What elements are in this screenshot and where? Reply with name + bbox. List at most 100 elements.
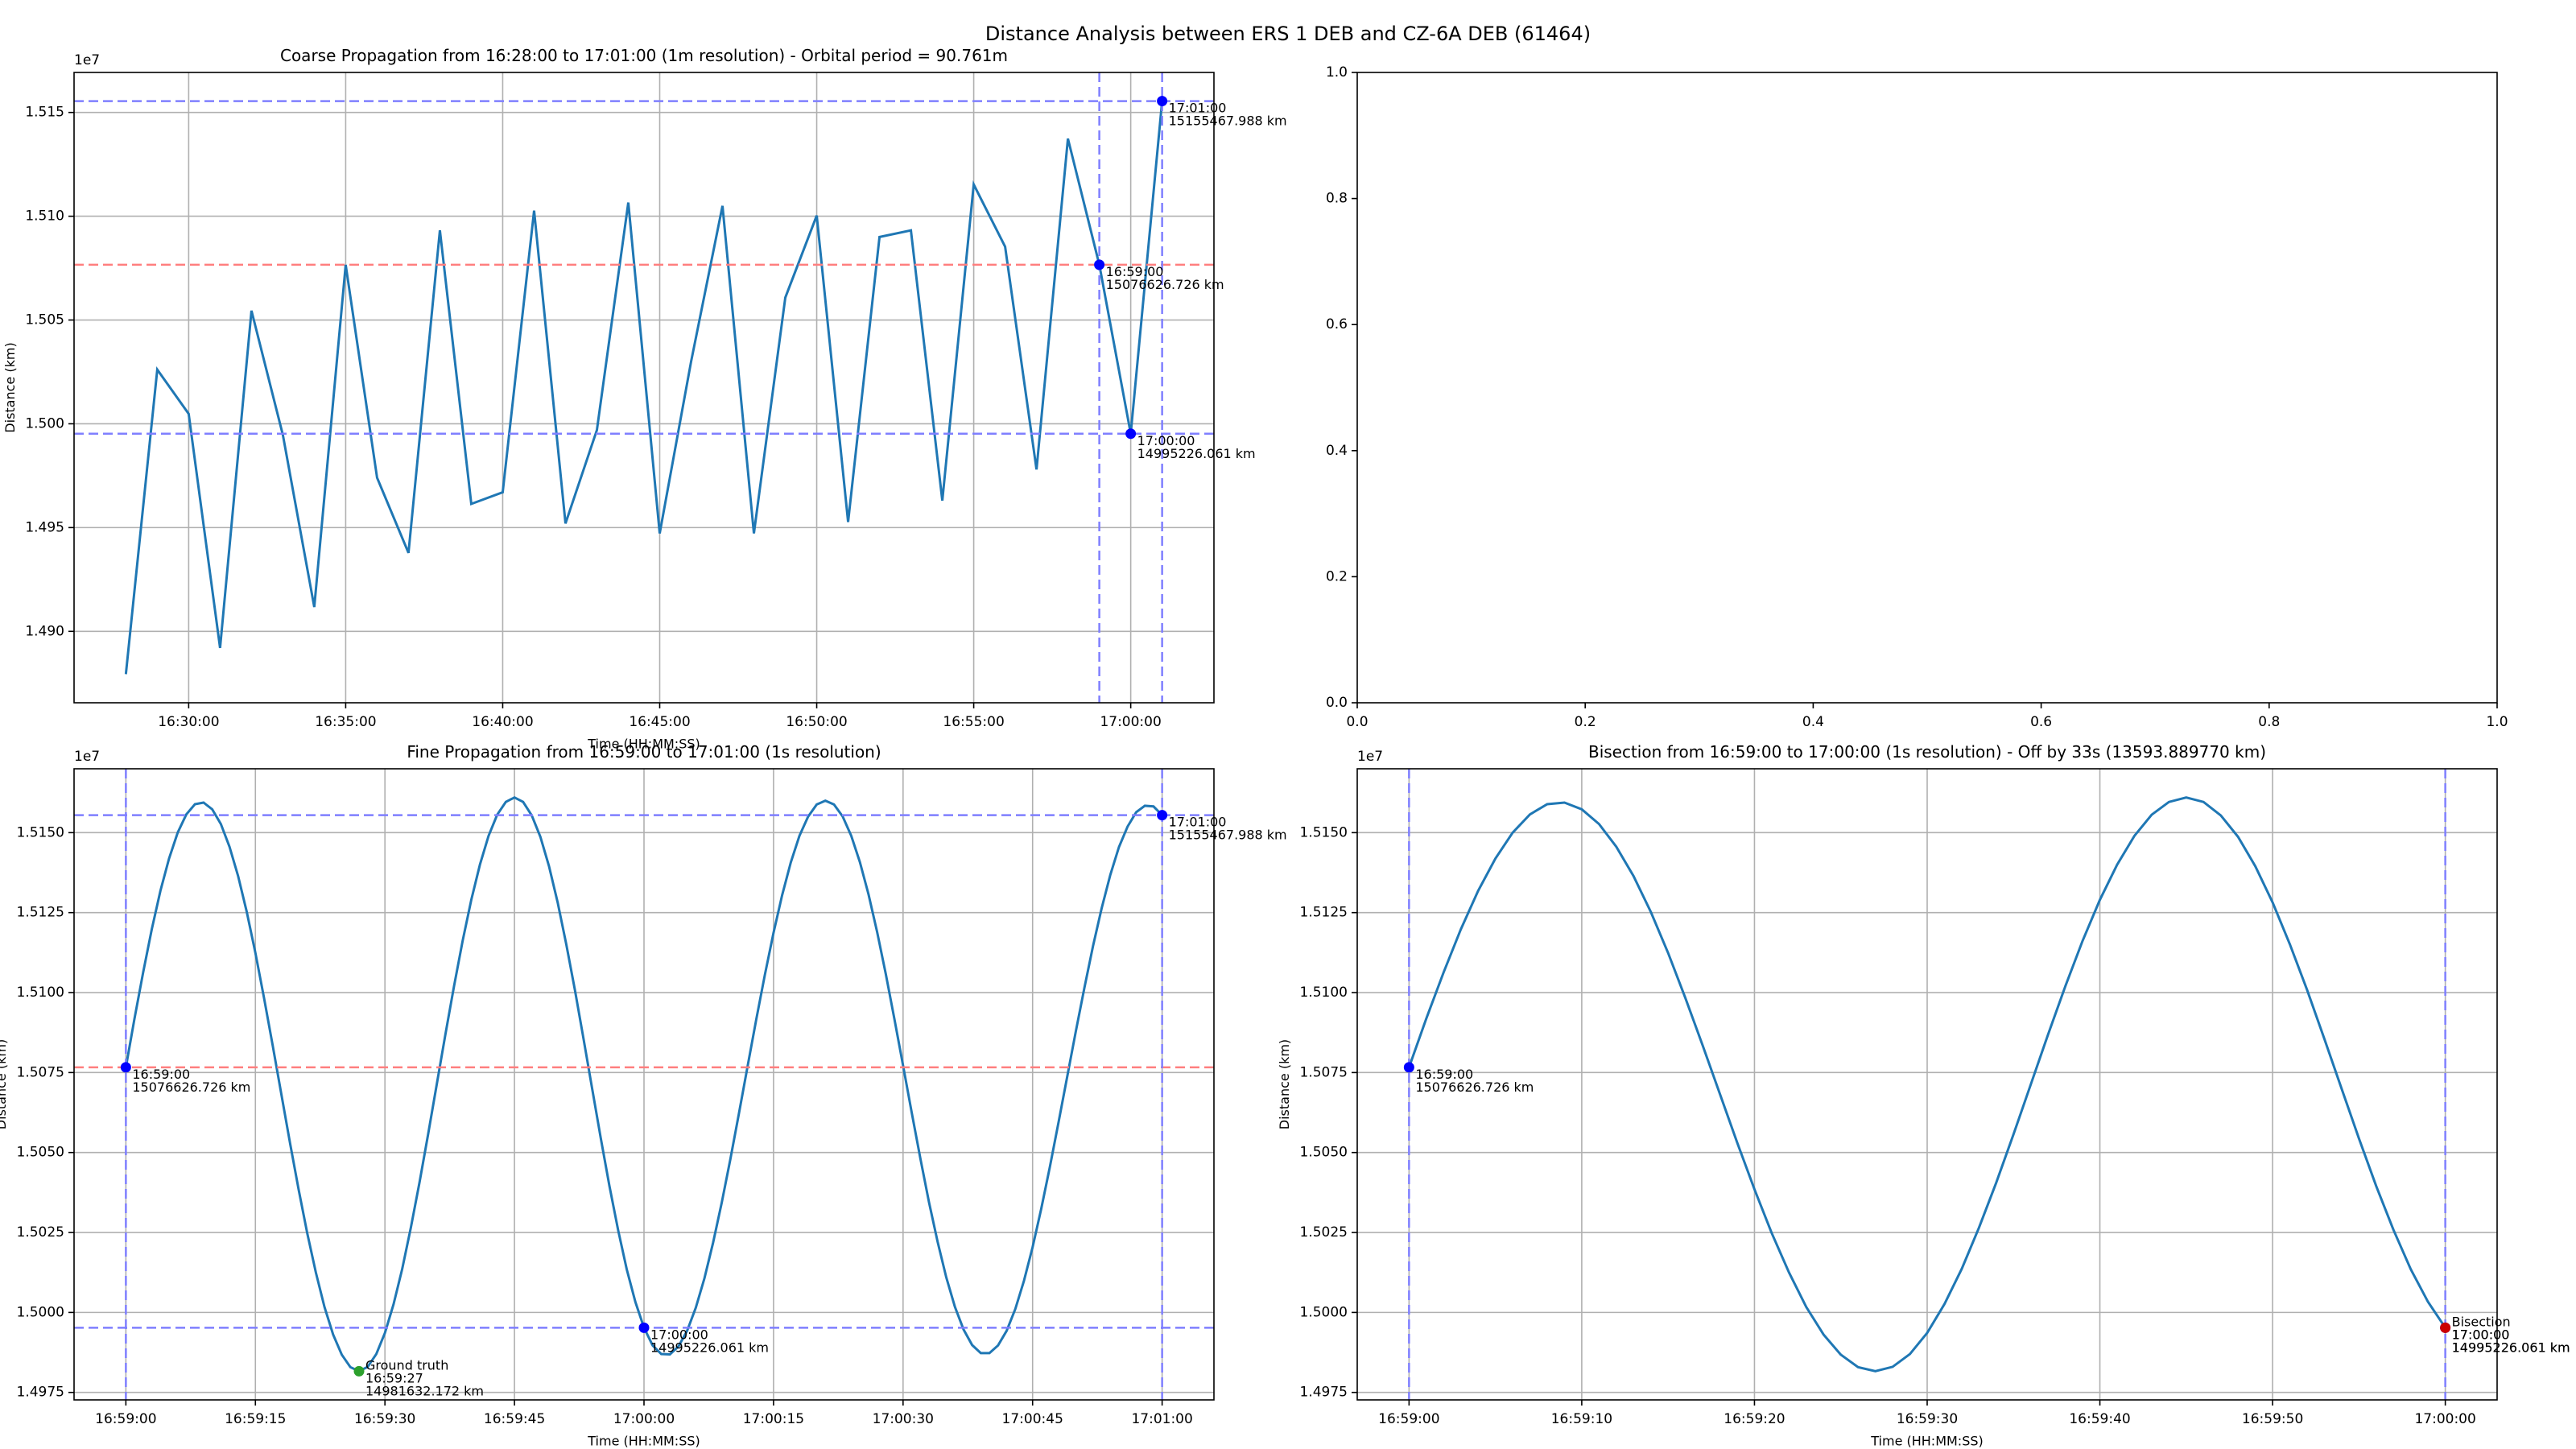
y-offset-label: 1e7 <box>1357 749 1383 765</box>
x-axis-label: Time (HH:MM:SS) <box>587 1434 700 1449</box>
y-tick-label: 1.510 <box>25 208 64 225</box>
annotation-text: 17:00:00 <box>1137 433 1195 448</box>
y-tick-label: 1.515 <box>25 105 64 121</box>
y-tick-label: 1.0 <box>1326 64 1348 80</box>
x-tick-label: 16:59:00 <box>95 1411 156 1427</box>
y-tick-label: 1.500 <box>25 415 64 431</box>
marker <box>120 1062 131 1073</box>
y-tick-label: 1.5075 <box>17 1064 64 1080</box>
subplot: Fine Propagation from 16:59:00 to 17:01:… <box>0 742 1287 1449</box>
x-tick-label: 16:55:00 <box>943 714 1004 730</box>
annotation-text: 17:01:00 <box>1169 101 1227 116</box>
annotation-text: 14981632.172 km <box>365 1383 484 1398</box>
x-tick-label: 16:59:50 <box>2242 1411 2303 1427</box>
y-offset-label: 1e7 <box>74 749 100 765</box>
marker <box>1094 259 1105 270</box>
axes-frame <box>1356 72 2498 704</box>
x-tick-label: 0.6 <box>2030 714 2052 730</box>
y-tick-label: 1.5000 <box>1300 1304 1348 1320</box>
x-tick-label: 0.8 <box>2258 714 2280 730</box>
subplot: 0.0 0.2 0.4 0.6 0.8 1.0 0.0 0.2 0.4 0.6 0.8 1.0 <box>1326 64 2508 730</box>
annotation-text: 17:00:00 <box>2452 1327 2510 1342</box>
subplot: Coarse Propagation from 16:28:00 to 17:0… <box>2 46 1287 752</box>
y-tick-label: 1.5050 <box>17 1145 64 1161</box>
marker <box>1157 96 1168 107</box>
y-axis-label: Distance (km) <box>0 1039 9 1129</box>
x-tick-label: 0.0 <box>1346 714 1368 730</box>
axes-frame <box>1356 768 2498 1401</box>
x-tick-label: 16:40:00 <box>472 714 533 730</box>
series-line <box>1407 796 2446 1373</box>
series-line <box>124 101 1164 675</box>
x-tick-label: 16:59:40 <box>2069 1411 2130 1427</box>
marker <box>1157 810 1168 821</box>
x-tick-label: 17:00:00 <box>2414 1411 2475 1427</box>
annotation-text: 15076626.726 km <box>1106 277 1224 292</box>
annotation-text: 14995226.061 km <box>650 1340 769 1355</box>
y-tick-label: 1.5000 <box>17 1304 64 1320</box>
y-tick-label: 1.4975 <box>1300 1385 1348 1401</box>
y-tick-label: 0.8 <box>1326 191 1348 207</box>
x-tick-label: 16:45:00 <box>629 714 690 730</box>
y-tick-label: 1.5125 <box>17 905 64 921</box>
annotation-text: Ground truth <box>365 1357 448 1373</box>
y-tick-label: 0.4 <box>1326 443 1348 459</box>
y-tick-label: 1.5100 <box>17 985 64 1001</box>
x-tick-label: 16:35:00 <box>315 714 376 730</box>
annotation-text: 15076626.726 km <box>132 1080 250 1095</box>
marker <box>353 1365 365 1377</box>
y-tick-label: 1.5075 <box>1300 1064 1348 1080</box>
subplot-title: Coarse Propagation from 16:28:00 to 17:0… <box>280 46 1008 65</box>
y-axis-label: Distance (km) <box>2 342 18 432</box>
x-tick-label: 0.4 <box>1802 714 1824 730</box>
x-tick-label: 17:00:00 <box>613 1411 675 1427</box>
y-tick-label: 1.5100 <box>1300 985 1348 1001</box>
y-tick-label: 0.6 <box>1326 316 1348 332</box>
y-tick-label: 1.5125 <box>1300 905 1348 921</box>
y-tick-label: 1.5150 <box>17 824 64 840</box>
y-tick-label: 1.5025 <box>1300 1224 1348 1241</box>
y-tick-label: 1.505 <box>25 312 64 328</box>
figure-title: Distance Analysis between ERS 1 DEB and … <box>985 23 1591 45</box>
x-tick-label: 16:59:15 <box>225 1411 286 1427</box>
x-tick-label: 16:59:45 <box>484 1411 545 1427</box>
x-axis-label: Time (HH:MM:SS) <box>587 737 700 752</box>
y-offset-label: 1e7 <box>74 52 100 68</box>
x-tick-label: 16:50:00 <box>786 714 847 730</box>
annotation-text: 16:59:27 <box>365 1370 423 1385</box>
marker <box>1403 1062 1414 1073</box>
y-axis-label: Distance (km) <box>1277 1039 1292 1129</box>
annotation-text: 16:59:00 <box>1106 264 1164 279</box>
x-tick-label: 16:59:30 <box>1897 1411 1958 1427</box>
x-tick-label: 0.2 <box>1575 714 1596 730</box>
y-tick-label: 1.490 <box>25 623 64 639</box>
marker <box>638 1322 650 1333</box>
x-axis-label: Time (HH:MM:SS) <box>1870 1434 1984 1449</box>
y-tick-label: 1.4975 <box>17 1385 64 1401</box>
x-tick-label: 17:00:00 <box>1100 714 1161 730</box>
marker <box>1125 428 1137 440</box>
annotation-text: 17:01:00 <box>1169 815 1227 830</box>
y-tick-label: 1.5025 <box>17 1224 64 1241</box>
annotation-text: 14995226.061 km <box>2452 1340 2570 1355</box>
x-tick-label: 17:00:15 <box>743 1411 804 1427</box>
y-tick-label: 1.495 <box>25 519 64 535</box>
x-tick-label: 16:30:00 <box>158 714 219 730</box>
annotation-text: 17:00:00 <box>2452 1327 2510 1342</box>
annotation-text: Bisection <box>2452 1314 2511 1329</box>
subplot-title: Bisection from 16:59:00 to 17:00:00 (1s … <box>1588 742 2266 762</box>
annotation-text: 14995226.061 km <box>2452 1340 2570 1355</box>
annotation-text: 16:59:00 <box>1415 1067 1473 1082</box>
x-tick-label: 16:59:00 <box>1378 1411 1439 1427</box>
y-tick-label: 1.5050 <box>1300 1145 1348 1161</box>
x-tick-label: 17:00:45 <box>1002 1411 1063 1427</box>
x-tick-label: 16:59:30 <box>354 1411 415 1427</box>
y-tick-label: 0.0 <box>1326 695 1348 711</box>
x-tick-label: 17:01:00 <box>1131 1411 1192 1427</box>
annotation-text: 16:59:00 <box>132 1067 190 1082</box>
annotation-text: 15155467.988 km <box>1169 114 1287 129</box>
subplot: Bisection from 16:59:00 to 17:00:00 (1s … <box>1277 742 2570 1449</box>
axes-frame <box>73 72 1215 704</box>
annotation-text: 15155467.988 km <box>1169 828 1287 843</box>
